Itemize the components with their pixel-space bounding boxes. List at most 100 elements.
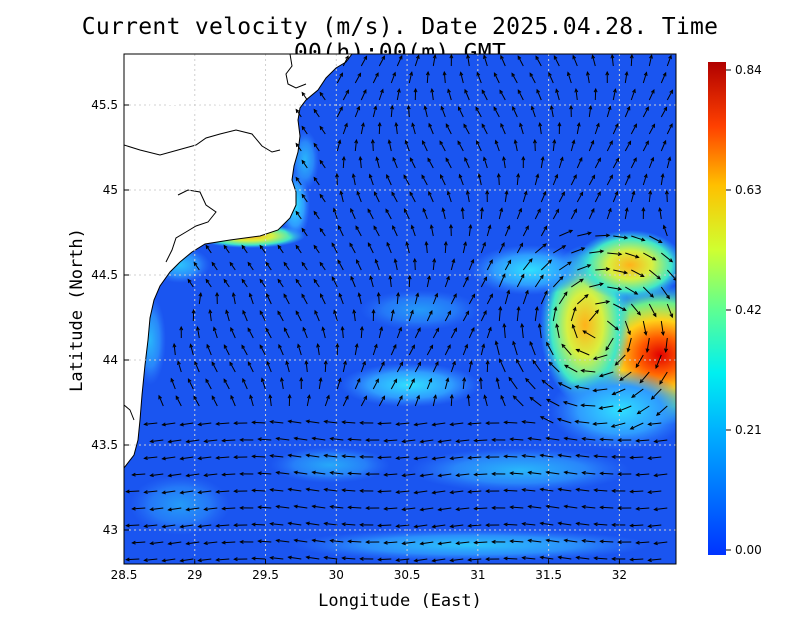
velocity-arrow	[548, 71, 554, 84]
velocity-arrow	[414, 292, 420, 305]
velocity-arrow	[287, 521, 302, 526]
velocity-arrow	[539, 453, 554, 458]
velocity-arrow	[342, 55, 349, 67]
velocity-arrow	[594, 191, 601, 203]
velocity-arrow	[476, 140, 482, 152]
velocity-arrow	[295, 278, 302, 288]
velocity-arrow	[347, 539, 362, 544]
velocity-arrow	[444, 377, 450, 390]
velocity-arrow	[558, 191, 565, 203]
velocity-arrow	[589, 282, 604, 288]
velocity-arrow	[606, 140, 613, 152]
velocity-arrow	[221, 472, 236, 477]
velocity-arrow	[354, 138, 359, 152]
velocity-arrow	[203, 541, 218, 546]
velocity-arrow	[167, 507, 182, 512]
velocity-arrow	[432, 54, 437, 67]
velocity-arrow	[293, 504, 308, 509]
velocity-arrow	[555, 88, 560, 101]
velocity-arrow	[287, 453, 302, 458]
velocity-arrow	[422, 140, 428, 152]
velocity-arrow	[410, 224, 416, 237]
velocity-arrow	[393, 258, 398, 271]
velocity-arrow	[545, 504, 560, 509]
velocity-arrow	[239, 471, 254, 476]
velocity-arrow	[493, 72, 500, 84]
velocity-arrow	[483, 394, 488, 407]
velocity-arrow	[576, 156, 583, 169]
velocity-arrow	[311, 436, 326, 441]
land-mass	[124, 54, 352, 468]
velocity-arrow	[660, 139, 667, 152]
velocity-arrow	[575, 521, 590, 526]
velocity-arrow	[552, 306, 558, 322]
velocity-arrow	[624, 70, 629, 84]
velocity-arrow	[458, 173, 464, 186]
velocity-arrow	[464, 156, 470, 169]
velocity-arrow	[426, 344, 434, 356]
velocity-arrow	[231, 292, 236, 305]
velocity-arrow	[191, 308, 196, 322]
velocity-arrow	[367, 208, 374, 220]
velocity-arrow	[341, 155, 346, 169]
velocity-arrow	[432, 257, 437, 271]
velocity-arrow	[413, 456, 428, 461]
velocity-arrow	[662, 224, 668, 237]
velocity-arrow	[313, 142, 320, 152]
velocity-arrow	[377, 557, 392, 562]
velocity-arrow	[588, 309, 600, 322]
velocity-arrow	[660, 173, 665, 186]
velocity-arrow	[356, 259, 362, 271]
velocity-arrow	[197, 490, 212, 495]
velocity-arrow	[635, 354, 644, 369]
velocity-arrow	[431, 456, 446, 461]
velocity-arrow	[342, 122, 348, 135]
velocity-arrow	[275, 538, 290, 543]
velocity-arrow	[371, 308, 376, 322]
velocity-arrow	[588, 207, 595, 220]
velocity-arrow	[498, 242, 505, 254]
velocity-arrow	[577, 231, 593, 237]
velocity-arrow	[259, 278, 266, 288]
velocity-arrow	[185, 439, 200, 444]
velocity-arrow	[437, 439, 452, 444]
velocity-arrow	[599, 539, 614, 544]
velocity-arrow	[260, 377, 266, 390]
velocity-arrow	[161, 524, 176, 529]
velocity-arrow	[297, 343, 302, 356]
velocity-arrow	[378, 326, 384, 339]
velocity-arrow	[413, 490, 428, 495]
velocity-arrow	[372, 72, 379, 84]
velocity-arrow	[521, 419, 536, 424]
velocity-arrow	[480, 241, 486, 254]
velocity-arrow	[642, 140, 649, 152]
velocity-arrow	[432, 360, 439, 373]
velocity-arrow	[666, 89, 674, 101]
velocity-arrow	[319, 193, 326, 203]
velocity-arrow	[648, 123, 656, 135]
velocity-arrow	[360, 395, 368, 407]
velocity-arrow	[293, 436, 308, 441]
velocity-arrow	[479, 206, 484, 220]
velocity-arrow	[536, 88, 542, 101]
velocity-arrow	[340, 325, 345, 339]
velocity-arrow	[475, 106, 482, 118]
velocity-arrow	[647, 490, 662, 495]
velocity-arrow	[269, 419, 284, 424]
velocity-arrow	[611, 454, 626, 459]
velocity-arrow	[503, 420, 518, 425]
velocity-arrow	[499, 89, 506, 101]
velocity-arrow	[131, 506, 146, 511]
velocity-arrow	[521, 453, 536, 458]
velocity-arrow	[468, 258, 475, 271]
velocity-arrow	[574, 385, 590, 390]
velocity-arrow	[187, 378, 194, 390]
velocity-arrow	[539, 521, 554, 526]
velocity-arrow	[319, 293, 326, 305]
velocity-arrow	[485, 523, 500, 528]
velocity-arrow	[491, 437, 506, 442]
velocity-arrow	[540, 156, 545, 169]
velocity-arrow	[630, 157, 637, 169]
velocity-arrow	[143, 422, 158, 427]
velocity-arrow	[598, 405, 614, 410]
